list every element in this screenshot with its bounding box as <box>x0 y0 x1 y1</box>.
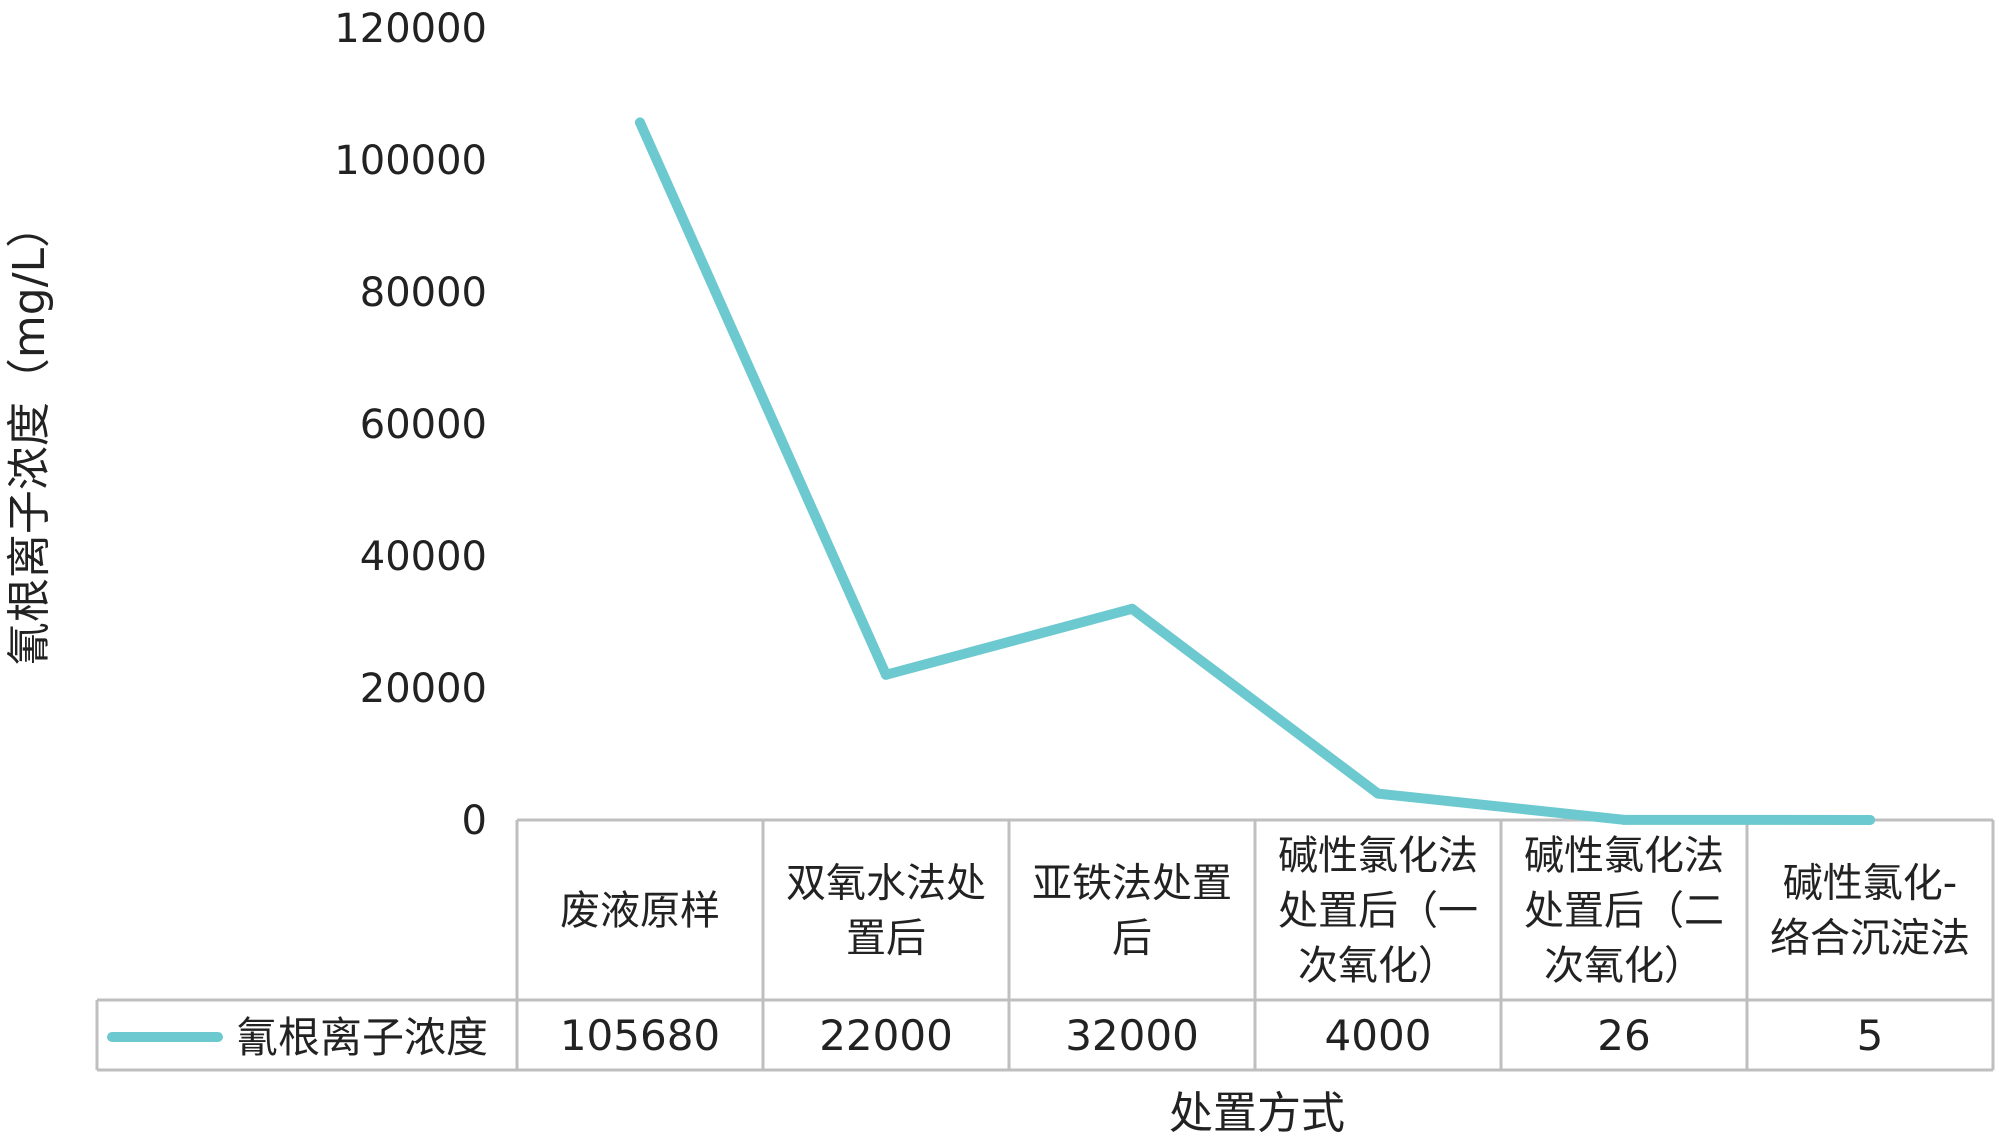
data-table-value: 32000 <box>1065 1011 1199 1060</box>
y-tick-label: 120000 <box>334 6 487 52</box>
data-table-values: 105680 22000 32000 4000 26 5 <box>560 1011 1884 1060</box>
data-point <box>1619 814 1629 825</box>
data-point <box>1373 788 1383 799</box>
data-point <box>881 669 891 680</box>
category-label: 亚铁法处置后 <box>1032 861 1232 962</box>
series-layer <box>635 117 1875 825</box>
y-axis-ticks: 0 20000 40000 60000 80000 100000 120000 <box>334 6 487 844</box>
data-point <box>635 117 645 128</box>
y-tick-label: 40000 <box>360 534 487 580</box>
category-label: 碱性氯化法处置后（一次氧化） <box>1278 833 1478 989</box>
y-tick-label: 60000 <box>360 402 487 448</box>
y-tick-label: 0 <box>462 798 487 844</box>
data-table-value: 105680 <box>560 1011 720 1060</box>
y-tick-label: 80000 <box>360 270 487 316</box>
category-label: 碱性氯化法处置后（二次氧化） <box>1524 833 1724 989</box>
data-point <box>1865 814 1875 825</box>
data-table-value: 22000 <box>819 1011 953 1060</box>
x-axis-title: 处置方式 <box>1169 1088 1345 1139</box>
data-table-value: 4000 <box>1325 1011 1432 1060</box>
category-label: 双氧水法处置后 <box>786 861 986 962</box>
data-table-value: 5 <box>1857 1011 1884 1060</box>
legend-label: 氰根离子浓度 <box>236 1013 488 1062</box>
data-table-value: 26 <box>1597 1011 1650 1060</box>
y-tick-label: 100000 <box>334 138 487 184</box>
y-tick-label: 20000 <box>360 666 487 712</box>
data-point <box>1127 603 1137 614</box>
category-label: 碱性氯化-络合沉淀法 <box>1770 861 1970 962</box>
legend: 氰根离子浓度 <box>107 1013 488 1062</box>
category-label: 废液原样 <box>560 888 720 934</box>
series-line <box>635 117 1875 825</box>
y-axis-title: 氰根离子浓度（mg/L） <box>4 204 55 666</box>
